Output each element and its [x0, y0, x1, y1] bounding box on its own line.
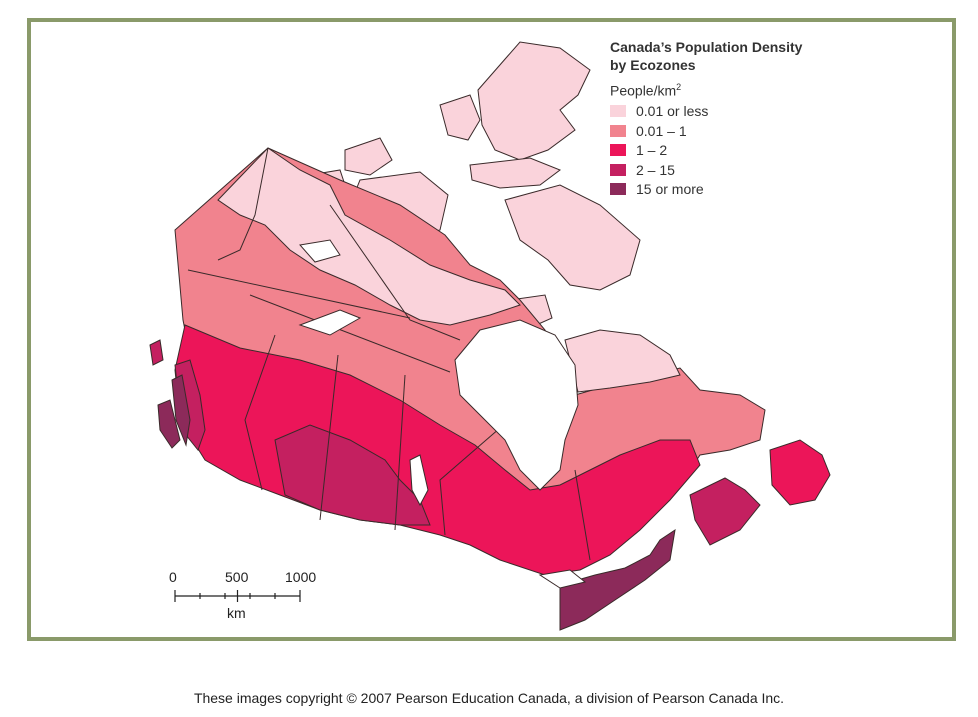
- scale-unit: km: [227, 605, 246, 621]
- great-slave-lake: [298, 309, 362, 336]
- legend-label: 2 – 15: [636, 161, 675, 178]
- map-title: Canada’s Population Density by Ecozones: [610, 39, 803, 73]
- legend-swatch: [610, 105, 626, 118]
- zone-15-or-more-ontario: [559, 528, 676, 631]
- province-boundaries: [187, 147, 591, 561]
- scale-label-500: 500: [225, 569, 249, 585]
- melville-island: [344, 137, 393, 176]
- zone-2-to-15-maritimes: [689, 477, 761, 546]
- lake-superior: [538, 569, 587, 589]
- haida-gwaii: [149, 339, 164, 366]
- lake-winnipeg: [409, 454, 429, 507]
- zone-0-01-or-less-north: [217, 147, 521, 326]
- copyright-notice: These images copyright © 2007 Pearson Ed…: [193, 690, 785, 706]
- nunavut-boundary: [329, 204, 461, 341]
- legend-label: 0.01 – 1: [636, 122, 687, 139]
- legend-item: 0.01 or less: [610, 102, 850, 122]
- newfoundland: [769, 439, 831, 506]
- ontario-quebec-boundary: [574, 469, 591, 561]
- map-legend: Canada’s Population Density by Ecozones …: [610, 38, 850, 199]
- legend-swatch: [610, 163, 626, 176]
- legend-label: 0.01 or less: [636, 103, 709, 120]
- legend-unit: People/km2: [610, 82, 850, 99]
- legend-swatch: [610, 144, 626, 157]
- baffin-island: [504, 184, 641, 291]
- legend-item: 15 or more: [610, 180, 850, 200]
- devon-island: [469, 157, 562, 189]
- sixtieth-parallel: [249, 294, 451, 373]
- sask-manitoba-boundary: [394, 374, 406, 531]
- legend-label: 15 or more: [636, 181, 704, 198]
- yt-nt-boundary: [217, 147, 269, 261]
- zone-15-or-more-vancouver: [171, 374, 191, 447]
- legend-label: 1 – 2: [636, 142, 668, 159]
- zone-2-to-15-prairies: [274, 424, 431, 526]
- bc-north-boundary: [187, 269, 411, 319]
- zone-1-to-2: [174, 324, 701, 576]
- ellesmere-island: [477, 41, 591, 161]
- hudson-bay: [454, 319, 579, 491]
- scale-bar: [174, 590, 301, 602]
- water-bodies: [298, 239, 587, 589]
- bc-alberta-boundary: [244, 334, 276, 491]
- legend-unit-sup: 2: [676, 82, 682, 92]
- zone-0-01-or-less-east: [564, 329, 681, 393]
- legend-item: 0.01 – 1: [610, 121, 850, 141]
- legend-item: 2 – 15: [610, 160, 850, 180]
- axel-heiberg-island: [439, 94, 481, 141]
- scale-label-1000: 1000: [285, 569, 317, 585]
- legend-unit-text: People/km: [610, 82, 677, 99]
- legend-swatch: [610, 124, 626, 137]
- manitoba-ontario-boundary: [439, 427, 501, 536]
- legend-swatch: [610, 183, 626, 196]
- scale-label-0: 0: [169, 569, 177, 585]
- vancouver-island: [157, 399, 181, 449]
- legend-item: 1 – 2: [610, 141, 850, 161]
- great-bear-lake: [299, 239, 341, 263]
- alberta-sask-boundary: [319, 354, 339, 521]
